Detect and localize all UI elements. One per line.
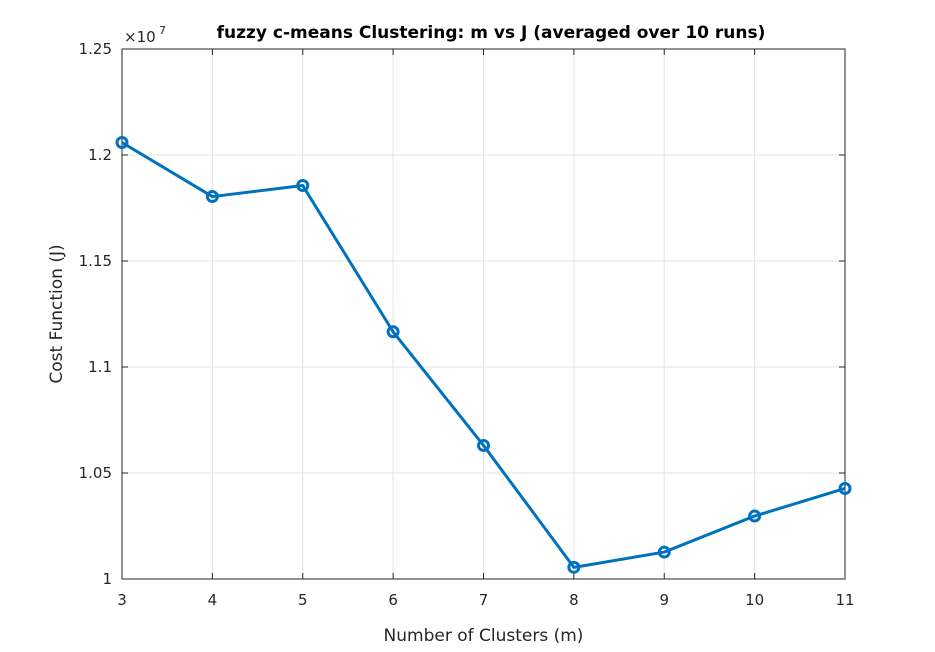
x-tick-label: 8 <box>569 591 579 609</box>
x-tick-label: 3 <box>117 591 127 609</box>
data-point <box>296 179 310 193</box>
x-tick-label: 11 <box>835 591 854 609</box>
data-point <box>115 135 129 149</box>
x-axis-label: Number of Clusters (m) <box>384 626 584 646</box>
data-point <box>748 509 762 523</box>
x-tick-label: 7 <box>479 591 489 609</box>
series-layer <box>115 135 852 574</box>
y-tick-label: 1.2 <box>88 146 112 164</box>
data-point <box>567 560 581 574</box>
y-tick-label: 1.1 <box>88 358 112 376</box>
chart-title: fuzzy c-means Clustering: m vs J (averag… <box>217 23 766 43</box>
series-line <box>121 141 846 569</box>
x-tick-label: 10 <box>745 591 764 609</box>
data-point <box>838 481 852 495</box>
x-tick-label: 6 <box>388 591 398 609</box>
y-axis-label: Cost Function (J) <box>47 244 67 383</box>
y-exponent-label: ×10 7 <box>124 24 166 46</box>
data-point <box>657 545 671 559</box>
y-tick-label: 1.15 <box>79 252 112 270</box>
x-tick-label: 9 <box>659 591 669 609</box>
x-tick-label: 4 <box>208 591 218 609</box>
x-tick-label: 5 <box>298 591 308 609</box>
grid <box>121 48 846 580</box>
y-tick-label: 1.25 <box>79 40 112 58</box>
y-exponent-power: 7 <box>159 24 166 37</box>
y-tick-label: 1.05 <box>79 464 112 482</box>
data-point <box>386 325 400 339</box>
data-point <box>205 190 219 204</box>
y-exponent-base: ×10 <box>124 28 156 46</box>
data-point <box>477 438 490 452</box>
y-tick-label: 1 <box>102 570 112 588</box>
